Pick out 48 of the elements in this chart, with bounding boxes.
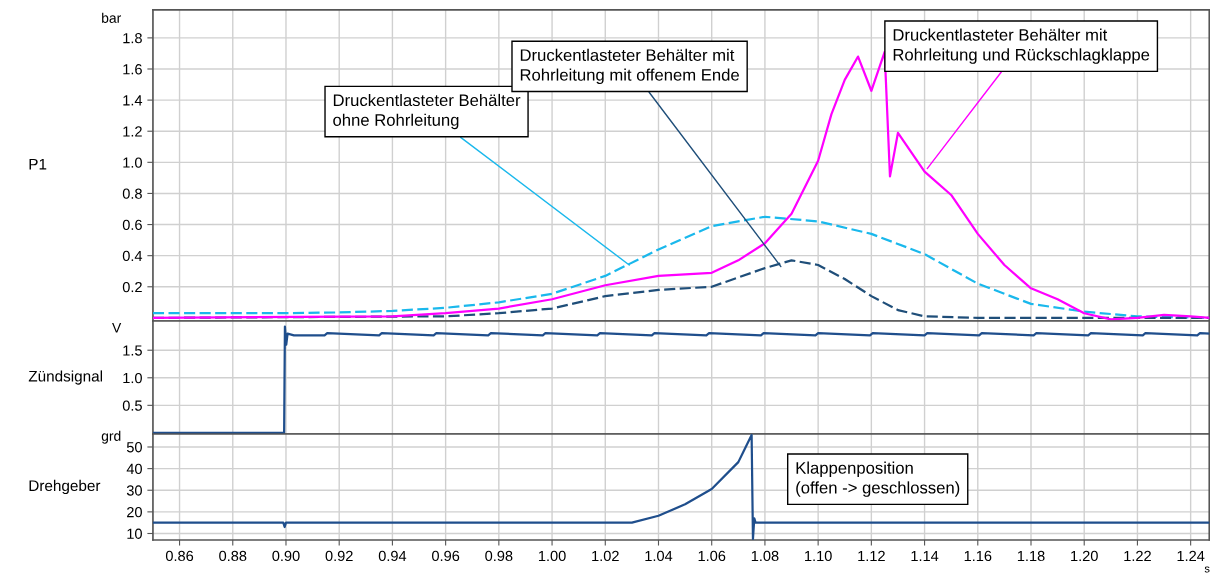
- y-tick-label: 10: [127, 528, 142, 539]
- x-tick-label: 1.06: [698, 550, 726, 562]
- y-tick-label: 1.6: [123, 64, 142, 75]
- x-tick-label: 0.90: [272, 550, 300, 562]
- y-tick-label: 1.0: [123, 157, 142, 168]
- x-tick-label: 1.22: [1124, 550, 1151, 561]
- x-tick-label: 0.96: [432, 550, 460, 562]
- y-axis-title: P1: [29, 158, 47, 170]
- y-tick-label: 40: [126, 463, 142, 475]
- text: grd: [101, 430, 121, 444]
- annotation: Druckentlasteter Behälter mit Rohrleitung mit offenem Ende: [520, 48, 739, 85]
- x-tick-label: 1.08: [751, 550, 779, 562]
- x-tick-label: 1.12: [858, 550, 885, 561]
- y-tick-label: 1.2: [123, 126, 142, 137]
- x-tick-label: 1.14: [911, 550, 939, 561]
- y-tick-label: 1.8: [123, 32, 142, 44]
- y-tick-label: 30: [126, 485, 142, 496]
- text: V: [112, 322, 122, 333]
- x-tick-label: 1.10: [805, 550, 832, 562]
- annotation: Druckentlasteter Behälter mit Rohrleitung und Rückschlagklappe: [893, 28, 1150, 64]
- y-tick-label: 1.5: [123, 345, 142, 356]
- y-tick-label: 0.4: [122, 250, 143, 262]
- x-tick-label: 1.24: [1177, 550, 1205, 561]
- x-axis-title: s: [1204, 566, 1210, 573]
- annotation: Druckentlasteter Behälter ohne Rohrleitung: [333, 93, 521, 130]
- x-tick-label: 1.00: [538, 550, 566, 562]
- x-tick-label: 0.98: [485, 550, 513, 562]
- y-axis-title: Zündsignal: [28, 370, 103, 385]
- y-tick-label: 1.0: [123, 372, 142, 384]
- x-tick-label: 1.18: [1017, 550, 1045, 562]
- x-tick-label: 1.02: [592, 550, 619, 562]
- x-tick-label: 0.86: [165, 550, 194, 562]
- x-tick-label: 1.16: [964, 550, 992, 562]
- y-axis-title: Drehgeber: [29, 479, 101, 495]
- annotation: Klappenposition (offen -> geschlossen): [796, 461, 960, 497]
- y-tick-label: 20: [127, 506, 142, 518]
- y-tick-label: 0.8: [122, 188, 142, 199]
- text: bar: [102, 12, 122, 23]
- x-tick-label: 0.88: [219, 550, 247, 562]
- x-tick-label: 1.04: [645, 550, 673, 562]
- y-tick-label: 0.2: [122, 281, 142, 293]
- y-tick-label: 1.4: [123, 95, 143, 106]
- x-tick-label: 0.94: [378, 550, 407, 562]
- x-tick-label: 0.92: [325, 550, 353, 562]
- y-tick-label: 0.5: [122, 400, 142, 411]
- x-tick-label: 1.20: [1071, 550, 1098, 562]
- y-tick-label: 0.6: [122, 219, 142, 230]
- y-tick-label: 50: [126, 442, 142, 453]
